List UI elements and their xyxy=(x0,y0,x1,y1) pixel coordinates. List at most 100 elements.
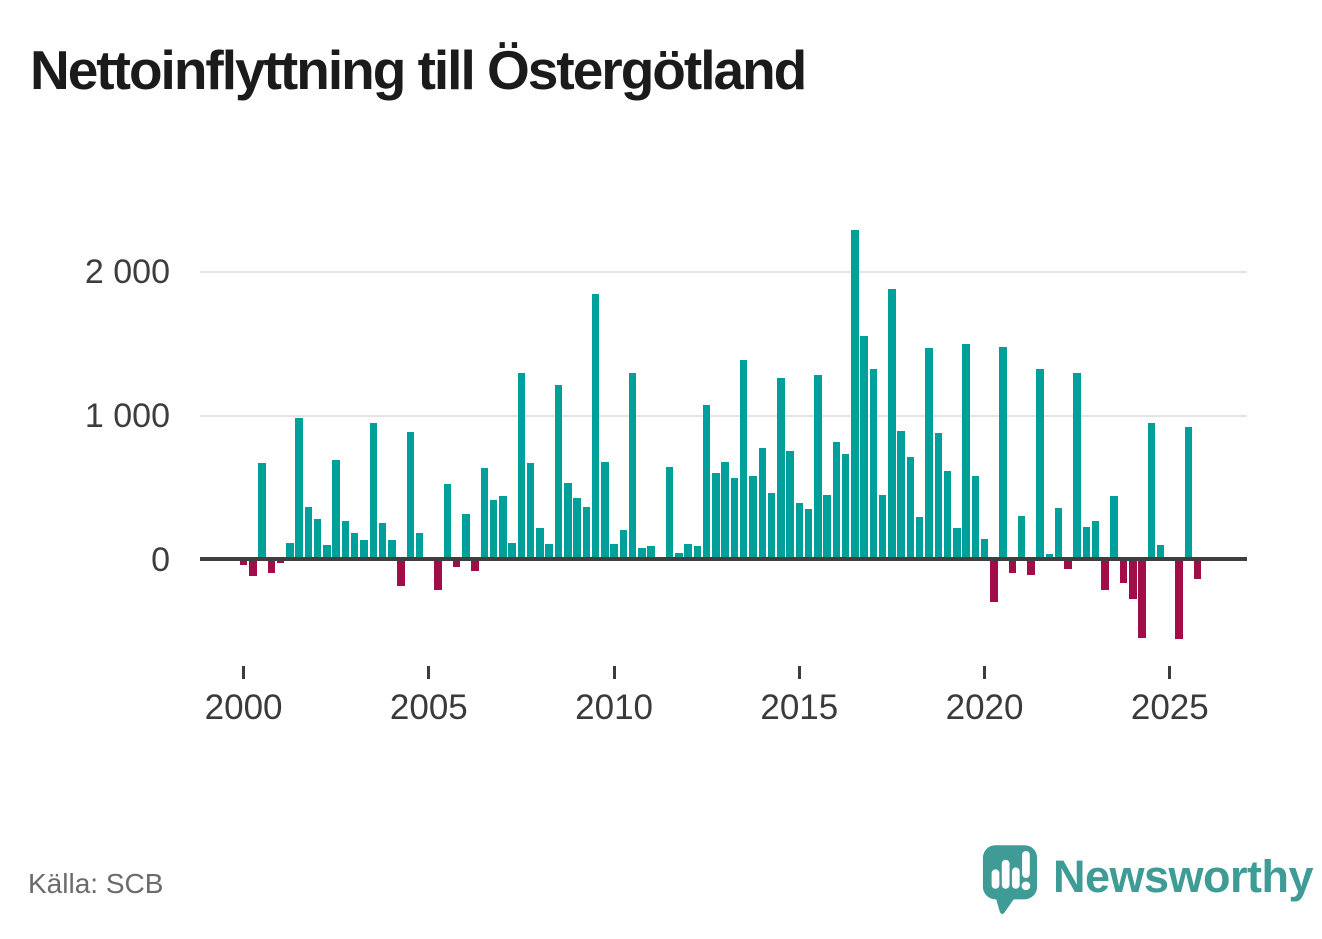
bar-2007Q4 xyxy=(526,463,535,560)
bar-2013Q4 xyxy=(749,476,757,560)
bar-2004Q1 xyxy=(388,539,396,560)
bar-2012Q3 xyxy=(702,405,711,560)
bar-2008Q1 xyxy=(536,528,544,560)
bar-2008Q3 xyxy=(554,385,563,560)
bar-2019Q4 xyxy=(971,475,980,560)
bar-2008Q2 xyxy=(545,543,553,560)
bar-2012Q2 xyxy=(693,546,702,560)
y-axis-label-2000: 2 000 xyxy=(84,252,170,291)
bar-2016Q1 xyxy=(832,441,841,560)
x-axis-label-2010: 2010 xyxy=(575,688,654,727)
bar-2000Q2 xyxy=(249,560,257,576)
bar-2009Q2 xyxy=(582,506,591,560)
bar-2004Q4 xyxy=(415,533,424,560)
bar-2001Q3 xyxy=(295,418,303,560)
bar-2010Q3 xyxy=(628,373,637,560)
bar-2021Q3 xyxy=(1036,368,1044,560)
bar-2003Q4 xyxy=(378,522,387,560)
bar-2002Q2 xyxy=(323,545,331,560)
gridline-2000 xyxy=(200,270,1247,273)
bar-2006Q1 xyxy=(462,514,470,560)
bar-2024Q4 xyxy=(1156,545,1165,560)
bar-2000Q1 xyxy=(239,560,248,566)
bar-2001Q4 xyxy=(304,506,313,560)
x-tick-2025 xyxy=(1168,666,1172,679)
bar-2005Q2 xyxy=(434,560,442,591)
bar-2015Q3 xyxy=(814,375,822,560)
bar-2000Q4 xyxy=(267,560,276,573)
bar-2013Q1 xyxy=(721,461,729,560)
bar-2007Q3 xyxy=(517,373,526,560)
bar-2022Q2 xyxy=(1064,560,1072,570)
bar-2002Q4 xyxy=(341,521,350,560)
bar-2017Q1 xyxy=(869,368,878,560)
x-tick-2010 xyxy=(612,666,616,679)
bar-2025Q4 xyxy=(1193,560,1202,580)
bar-2015Q4 xyxy=(823,495,831,560)
bar-2019Q3 xyxy=(962,343,970,560)
newsworthy-logo[interactable]: Newsworthy xyxy=(981,843,1314,917)
bar-2022Q1 xyxy=(1054,508,1063,560)
x-tick-2005 xyxy=(427,666,431,679)
bar-2020Q4 xyxy=(1008,560,1017,573)
bar-2006Q2 xyxy=(471,560,479,572)
bar-2018Q1 xyxy=(906,456,915,560)
bar-2019Q2 xyxy=(953,527,961,560)
bar-2007Q1 xyxy=(499,495,507,560)
bar-2013Q3 xyxy=(739,360,748,560)
bar-2015Q2 xyxy=(804,509,813,560)
bar-2007Q2 xyxy=(508,542,516,560)
source-note: Källa: SCB xyxy=(28,868,164,899)
bar-2010Q1 xyxy=(610,543,618,560)
bar-2004Q3 xyxy=(406,432,415,560)
bar-2021Q4 xyxy=(1045,553,1054,560)
bar-2003Q3 xyxy=(369,422,378,560)
bar-2015Q1 xyxy=(795,502,804,560)
bar-2016Q2 xyxy=(841,454,850,560)
bar-2002Q3 xyxy=(332,460,340,560)
bar-2020Q3 xyxy=(999,346,1007,560)
bar-2012Q1 xyxy=(684,544,692,560)
bar-2018Q4 xyxy=(934,432,942,560)
bar-2024Q1 xyxy=(1129,560,1137,600)
bar-2024Q2 xyxy=(1138,560,1146,638)
bar-2021Q2 xyxy=(1027,560,1035,575)
bar-2004Q2 xyxy=(397,560,405,586)
bar-2011Q3 xyxy=(665,466,674,560)
bar-2012Q4 xyxy=(712,473,720,560)
x-axis-zero-line xyxy=(200,557,1247,561)
bar-2020Q2 xyxy=(990,560,998,602)
y-axis-label-1000: 1 000 xyxy=(84,396,170,435)
bar-2000Q3 xyxy=(258,462,266,560)
bar-2018Q2 xyxy=(915,516,924,560)
bar-2016Q4 xyxy=(860,336,868,560)
chart-title: Nettoinflyttning till Östergötland xyxy=(30,39,807,101)
newsworthy-wordmark: Newsworthy xyxy=(1053,851,1314,902)
bar-2022Q3 xyxy=(1073,372,1081,560)
bar-2006Q4 xyxy=(489,500,498,560)
y-axis-label-0: 0 xyxy=(151,541,170,579)
bar-2023Q3 xyxy=(1110,495,1118,560)
bar-2003Q2 xyxy=(360,539,368,560)
bar-2011Q4 xyxy=(675,552,683,560)
x-tick-2015 xyxy=(797,666,801,679)
x-axis-label-2000: 2000 xyxy=(204,688,283,727)
newsworthy-speech-bubble-chart-icon xyxy=(982,845,1038,915)
bar-2024Q3 xyxy=(1147,423,1156,560)
bar-2025Q3 xyxy=(1184,426,1193,560)
bar-2006Q3 xyxy=(480,468,489,560)
bar-2023Q4 xyxy=(1119,560,1128,583)
bar-2010Q2 xyxy=(619,530,628,560)
x-axis-label-2005: 2005 xyxy=(389,688,468,727)
x-tick-2000 xyxy=(242,666,246,679)
bar-2019Q1 xyxy=(943,471,952,560)
bar-2008Q4 xyxy=(564,483,572,560)
gridline-1000 xyxy=(200,414,1247,417)
bar-2022Q4 xyxy=(1082,526,1091,560)
bar-2014Q4 xyxy=(786,451,794,560)
bar-2025Q2 xyxy=(1175,560,1183,639)
bar-2002Q1 xyxy=(313,519,322,560)
bar-2023Q1 xyxy=(1091,521,1100,560)
